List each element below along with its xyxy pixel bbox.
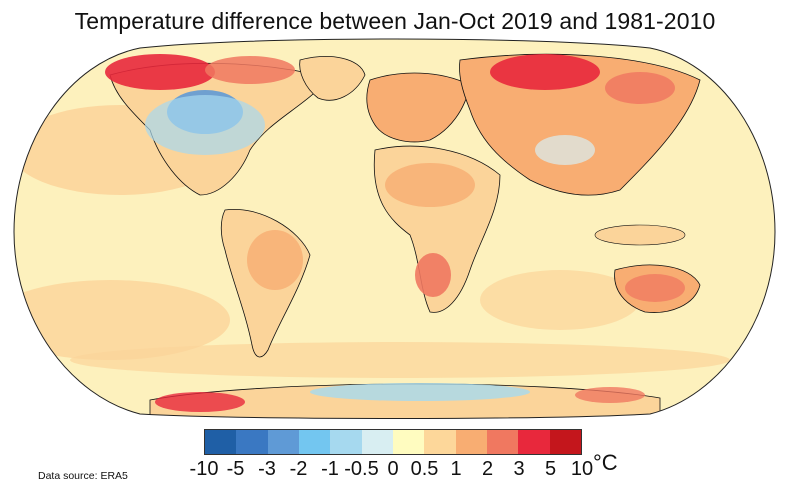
legend-swatch: [549, 430, 581, 454]
legend-swatch: [424, 430, 456, 454]
legend-swatch: [205, 430, 237, 454]
europe-land: [366, 72, 471, 143]
anomaly-antarctica-warm-east: [575, 387, 645, 403]
legend-tick-label: -1: [321, 458, 339, 480]
legend-tick-labels: -10 -5 -3 -2 -1 -0.5 0 0.5 1 2 3 5 10: [190, 458, 600, 488]
globe-outline: [13, 38, 776, 419]
legend-tick-label: 1: [450, 458, 462, 480]
legend-swatch: [236, 430, 268, 454]
legend-swatch: [392, 430, 425, 454]
legend-tick-label: 2: [481, 458, 494, 480]
legend-tick-label: 0: [387, 458, 399, 480]
anomaly-brazil: [247, 230, 303, 290]
map-title: Temperature difference between Jan-Oct 2…: [74, 8, 716, 34]
anomaly-central-asia-cool: [535, 135, 595, 165]
legend-tick-label: 3: [513, 458, 525, 480]
anomaly-south-pacific: [14, 280, 230, 360]
anomaly-indian-ocean: [480, 270, 640, 330]
legend-swatch: [361, 430, 393, 454]
anomaly-southern-band: [70, 342, 730, 378]
legend-swatch: [518, 430, 550, 454]
legend-tick-label: -2: [289, 458, 308, 480]
legend-tick-label: -10: [189, 458, 219, 480]
data-source: Data source: ERA5: [38, 470, 128, 482]
anomaly-southern-africa: [415, 253, 451, 297]
indonesia-land: [594, 224, 686, 246]
legend-swatch: [267, 430, 299, 454]
anomaly-antarctica-warm: [155, 392, 245, 412]
anomaly-sahara: [385, 163, 475, 207]
legend-swatch: [330, 430, 362, 454]
anomaly-canada-cool: [145, 95, 265, 155]
anomaly-alaska: [105, 54, 215, 90]
legend-swatch: [298, 430, 331, 454]
legend-tick-label: 5: [544, 458, 557, 480]
legend-tick-label: -5: [226, 458, 245, 480]
greenland-land: [299, 56, 366, 101]
legend-swatch: [455, 430, 487, 454]
legend-tick-label: 10: [570, 458, 594, 480]
anomaly-siberia: [490, 54, 600, 90]
legend-tick-label: 0.5: [410, 458, 439, 480]
legend-colorbar: [204, 429, 582, 455]
legend-swatch: [486, 430, 519, 454]
anomaly-arctic-canada: [205, 56, 295, 84]
legend-tick-label: -0.5: [344, 458, 379, 480]
legend-unit: °C: [593, 450, 618, 475]
anomaly-east-siberia: [605, 72, 675, 104]
legend-tick-label: -3: [258, 458, 276, 480]
anomaly-antarctica-cool: [310, 383, 530, 401]
anomaly-australia: [625, 274, 685, 302]
